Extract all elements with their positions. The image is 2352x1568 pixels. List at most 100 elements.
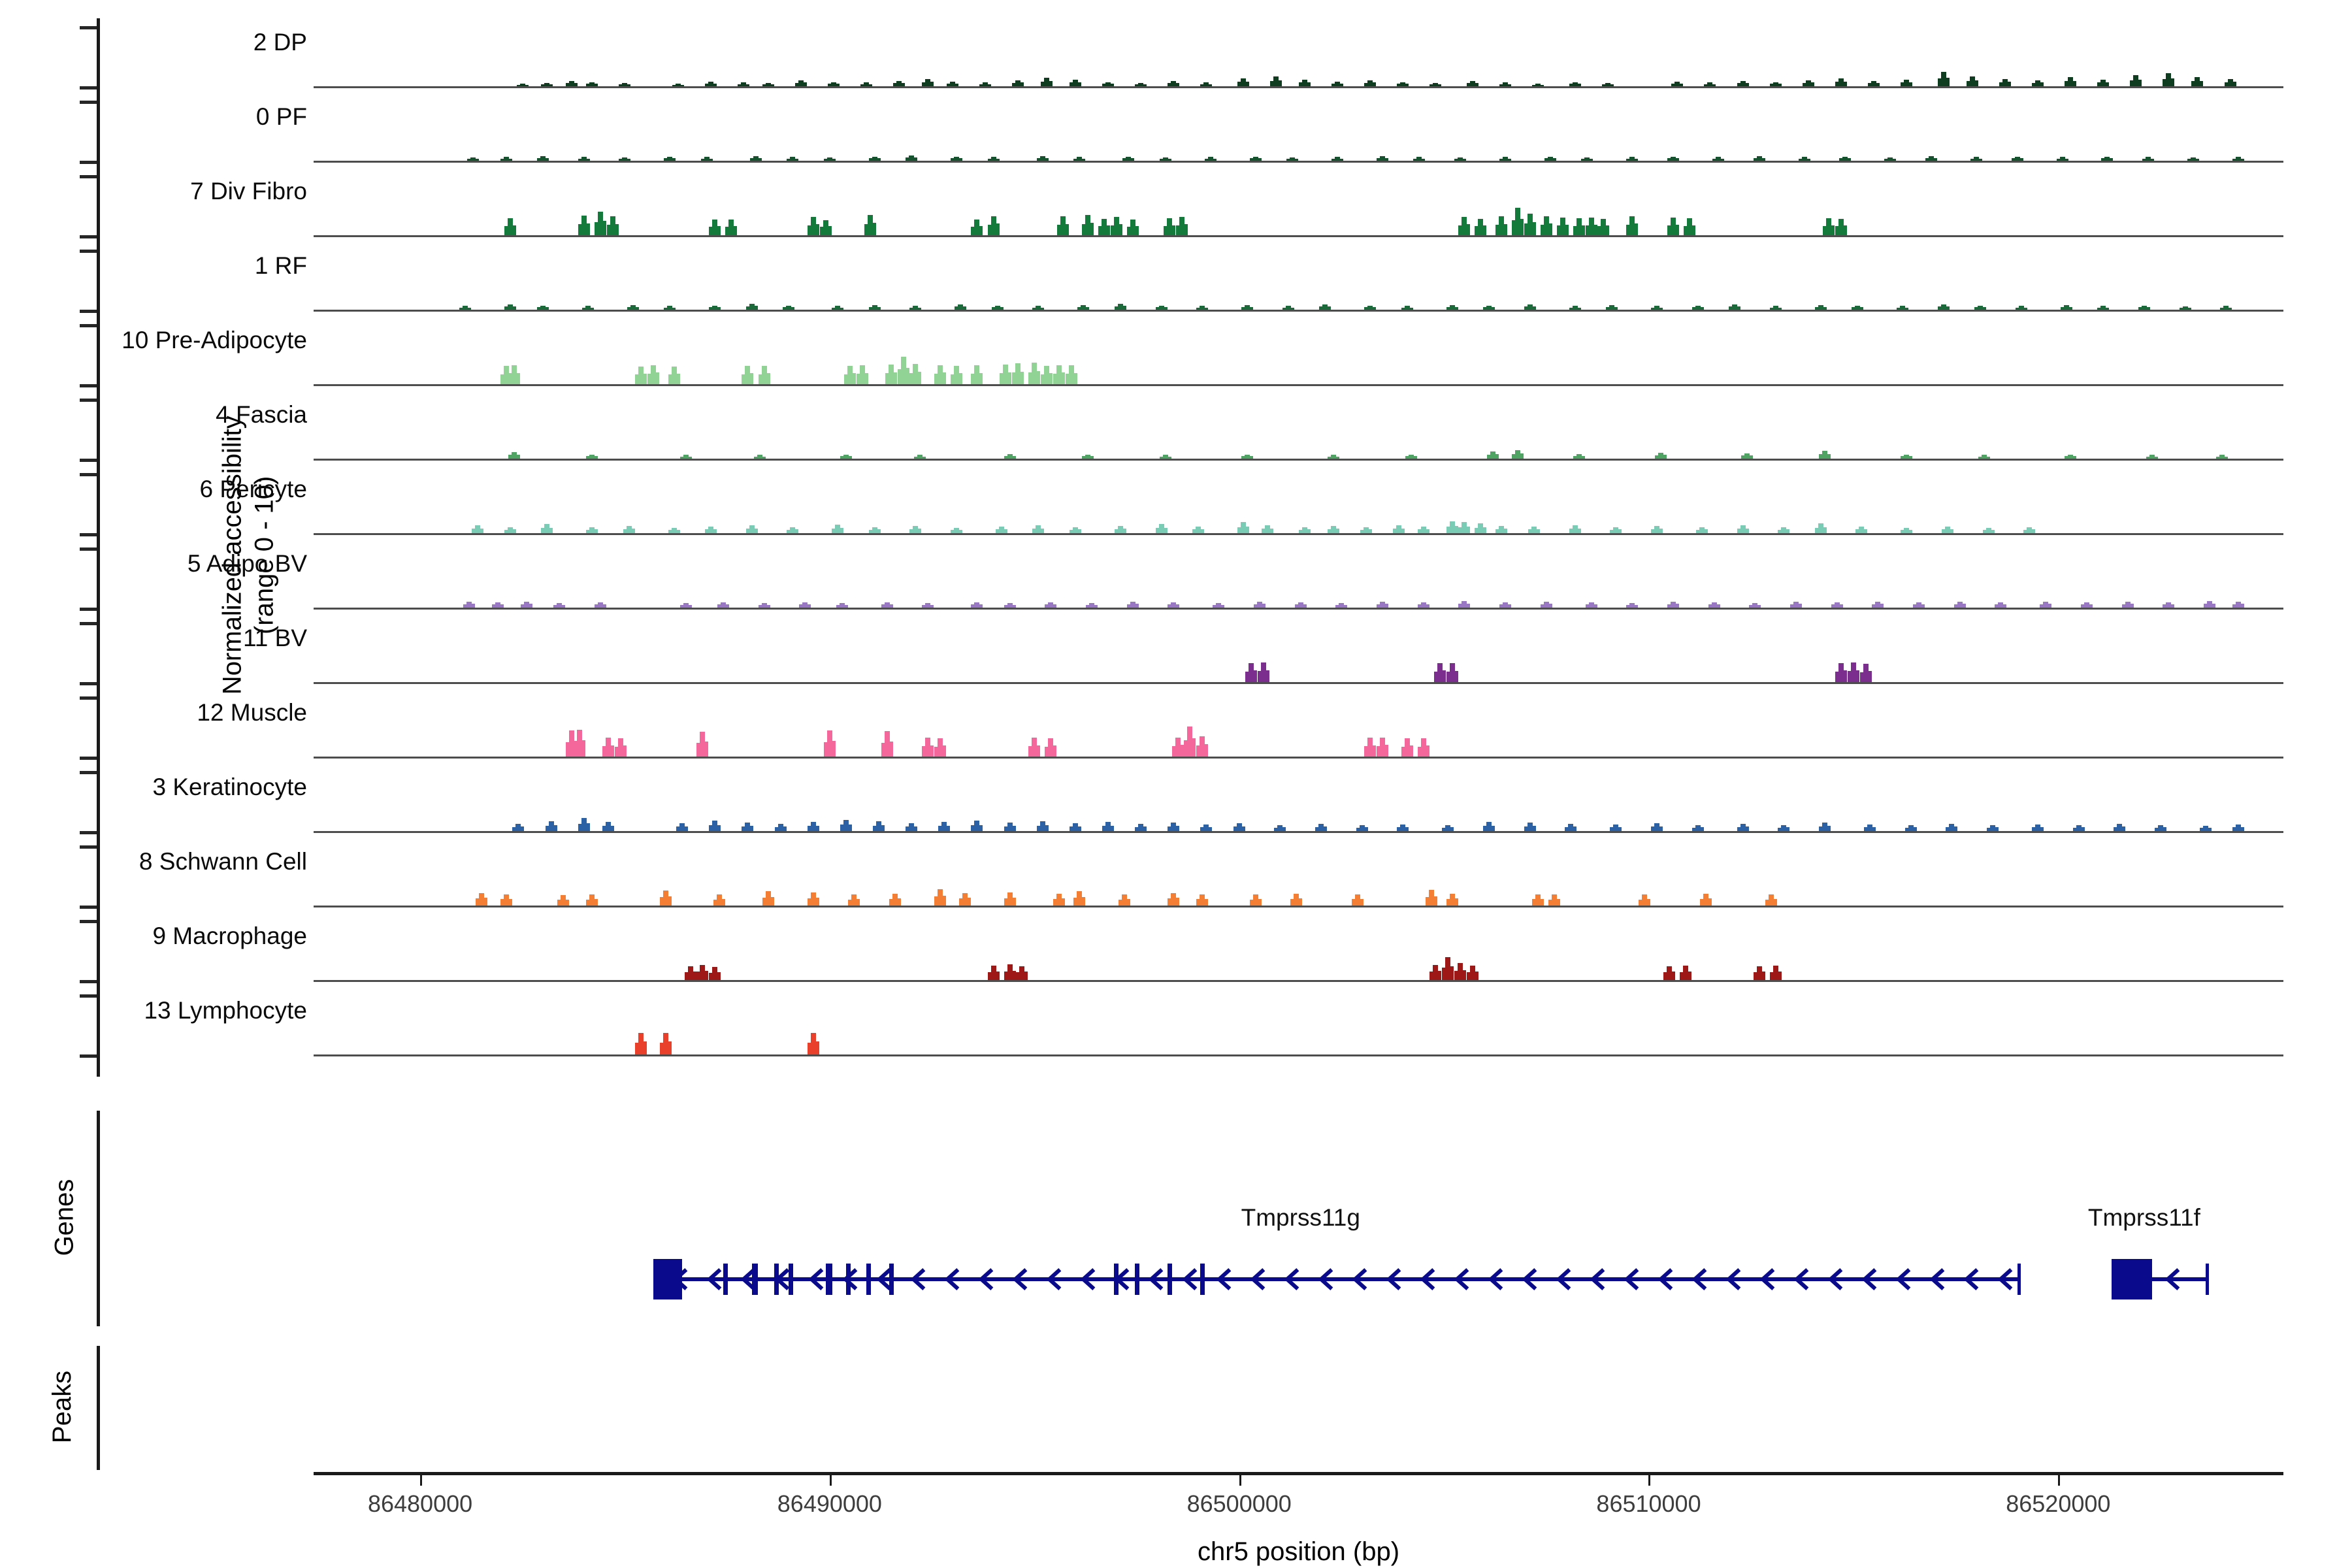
y-axis-tick-min bbox=[80, 1054, 97, 1058]
peaks-axis-spine bbox=[97, 1346, 100, 1470]
gene-exon bbox=[751, 1264, 759, 1295]
track-label-11-bv: 11 BV bbox=[242, 625, 307, 651]
gene-exon bbox=[1200, 1264, 1205, 1295]
y-axis-tick-max bbox=[80, 473, 97, 476]
track-label-4-fascia: 4 Fascia bbox=[216, 401, 307, 428]
y-axis-tick-min bbox=[80, 235, 97, 238]
y-axis-tick-max bbox=[80, 696, 97, 700]
y-axis-tick-min bbox=[80, 384, 97, 387]
genes-panel-label: Genes bbox=[26, 1179, 103, 1256]
genes-axis-spine bbox=[97, 1111, 100, 1326]
track-label-12-muscle: 12 Muscle bbox=[197, 699, 307, 726]
track-label-2-dp: 2 DP bbox=[253, 29, 307, 56]
track-signal bbox=[0, 250, 2352, 310]
y-axis-tick-min bbox=[80, 459, 97, 462]
track-label-9-macrophage: 9 Macrophage bbox=[152, 923, 307, 949]
peaks-panel-label-text: Peaks bbox=[48, 1370, 77, 1444]
x-axis-tick-label: 86500000 bbox=[1186, 1490, 1292, 1517]
track-baseline bbox=[314, 757, 2283, 759]
track-baseline bbox=[314, 906, 2283, 907]
y-axis-tick-min bbox=[80, 86, 97, 90]
track-baseline bbox=[314, 384, 2283, 386]
track-signal bbox=[0, 622, 2352, 682]
track-signal bbox=[0, 399, 2352, 459]
y-axis-tick-min bbox=[80, 906, 97, 909]
gene-name-label: Tmprss11g bbox=[1241, 1204, 1360, 1231]
genes-panel-label-text: Genes bbox=[50, 1179, 79, 1256]
gene-exon bbox=[1167, 1264, 1172, 1295]
track-baseline bbox=[314, 1054, 2283, 1056]
y-axis-tick-max bbox=[80, 324, 97, 327]
track-signal bbox=[0, 696, 2352, 757]
y-axis-tick-max bbox=[80, 771, 97, 774]
track-baseline bbox=[314, 86, 2283, 88]
track-signal bbox=[0, 473, 2352, 533]
gene-exon bbox=[866, 1264, 872, 1295]
track-baseline bbox=[314, 980, 2283, 982]
gene-exon bbox=[825, 1264, 832, 1295]
track-baseline bbox=[314, 682, 2283, 684]
x-axis-tick-label: 86480000 bbox=[367, 1490, 473, 1517]
track-signal bbox=[0, 920, 2352, 980]
gene-exon bbox=[889, 1264, 894, 1295]
track-label-8-schwann-cell: 8 Schwann Cell bbox=[139, 848, 307, 875]
y-axis-tick-min bbox=[80, 980, 97, 983]
gene-exon bbox=[1134, 1264, 1139, 1295]
y-axis-tick-min bbox=[80, 682, 97, 685]
y-axis-tick-max bbox=[80, 845, 97, 849]
track-baseline bbox=[314, 608, 2283, 610]
y-axis-tick-max bbox=[80, 250, 97, 253]
track-label-1-rf: 1 RF bbox=[254, 252, 307, 279]
track-baseline bbox=[314, 831, 2283, 833]
track-signal bbox=[0, 994, 2352, 1054]
y-axis-tick-max bbox=[80, 994, 97, 998]
gene-intron-line bbox=[2111, 1277, 2206, 1281]
y-axis-tick-min bbox=[80, 757, 97, 760]
gene-intron-line bbox=[653, 1277, 2017, 1281]
x-axis-line bbox=[314, 1472, 2283, 1475]
y-axis-tick-max bbox=[80, 399, 97, 402]
gene-name-label: Tmprss11f bbox=[2087, 1204, 2200, 1231]
y-axis-spine bbox=[97, 18, 100, 1077]
x-axis-tick-label: 86510000 bbox=[1596, 1490, 1701, 1517]
track-signal bbox=[0, 771, 2352, 831]
track-label-7-div-fibro: 7 Div Fibro bbox=[190, 178, 307, 204]
gene-exon bbox=[723, 1264, 728, 1295]
peaks-panel-label: Peaks bbox=[26, 1371, 99, 1443]
y-axis-tick-min bbox=[80, 831, 97, 834]
track-baseline bbox=[314, 161, 2283, 163]
track-label-10-pre-adipocyte: 10 Pre-Adipocyte bbox=[122, 327, 307, 353]
track-label-5-adipo-bv: 5 Adipo BV bbox=[187, 550, 307, 577]
track-label-13-lymphocyte: 13 Lymphocyte bbox=[144, 997, 307, 1024]
track-label-3-keratinocyte: 3 Keratinocyte bbox=[152, 774, 307, 800]
x-axis-tick bbox=[1648, 1475, 1651, 1486]
y-axis-tick-max bbox=[80, 26, 97, 29]
track-baseline bbox=[314, 459, 2283, 461]
x-axis-tick-label: 86490000 bbox=[777, 1490, 882, 1517]
x-axis-tick bbox=[419, 1475, 422, 1486]
x-axis-tick bbox=[2058, 1475, 2061, 1486]
x-axis-tick bbox=[1239, 1475, 1241, 1486]
y-axis-tick-max bbox=[80, 920, 97, 923]
track-baseline bbox=[314, 235, 2283, 237]
track-label-0-pf: 0 PF bbox=[255, 103, 307, 130]
y-axis-tick-max bbox=[80, 175, 97, 178]
track-signal bbox=[0, 324, 2352, 384]
track-baseline bbox=[314, 310, 2283, 312]
track-baseline bbox=[314, 533, 2283, 535]
x-axis-tick-label: 86520000 bbox=[2006, 1490, 2111, 1517]
track-signal bbox=[0, 845, 2352, 906]
x-axis-tick bbox=[829, 1475, 832, 1486]
track-signal bbox=[0, 101, 2352, 161]
y-axis-tick-max bbox=[80, 547, 97, 551]
gene-exon bbox=[2111, 1259, 2153, 1299]
gene-exon bbox=[789, 1264, 794, 1295]
x-axis-title: chr5 position (bp) bbox=[1198, 1537, 1400, 1566]
y-axis-tick-min bbox=[80, 161, 97, 164]
y-axis-tick-max bbox=[80, 622, 97, 625]
track-label-6-pericyte: 6 Pericyte bbox=[199, 476, 307, 502]
track-signal bbox=[0, 26, 2352, 86]
y-axis-tick-min bbox=[80, 608, 97, 611]
gene-terminus-tick bbox=[2205, 1264, 2209, 1295]
